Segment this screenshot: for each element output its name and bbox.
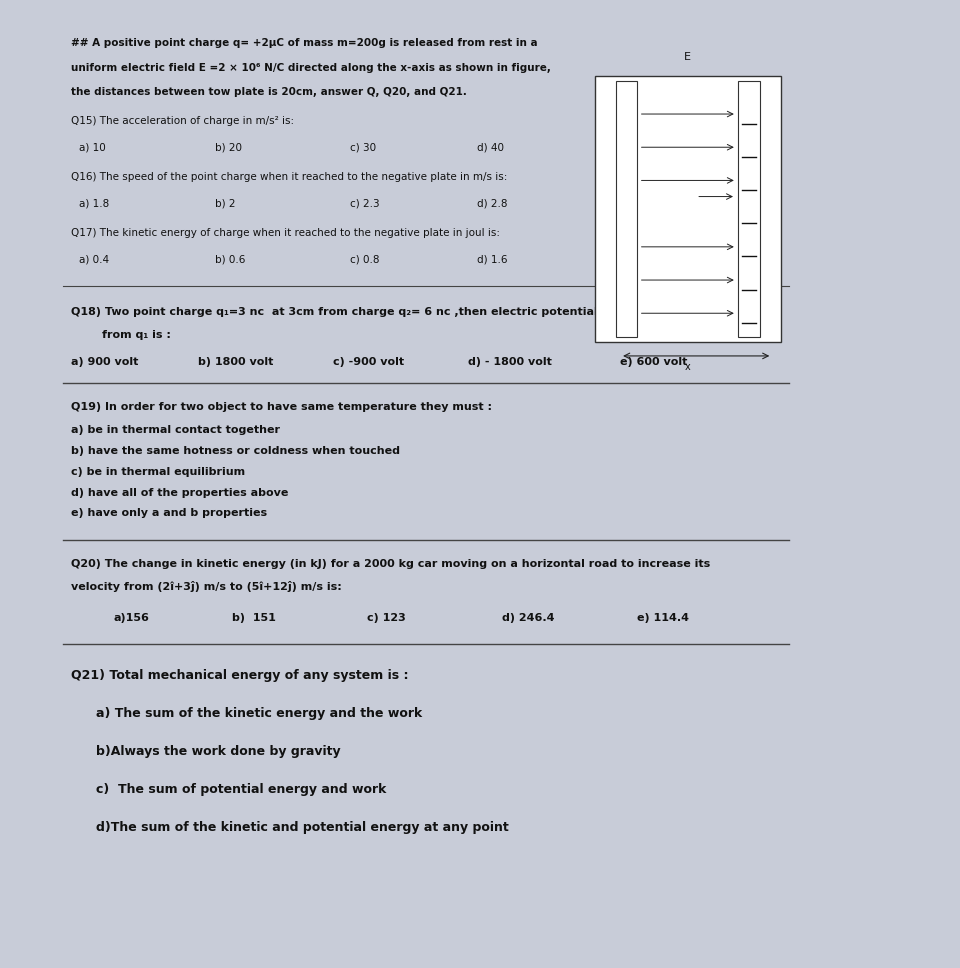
Text: Q15) The acceleration of charge in m/s² is:: Q15) The acceleration of charge in m/s² … [71, 115, 294, 126]
Bar [595, 76, 780, 342]
Text: d) 2.8: d) 2.8 [476, 198, 507, 208]
Text: b)Always the work done by gravity: b)Always the work done by gravity [96, 745, 341, 758]
Text: c)  The sum of potential energy and work: c) The sum of potential energy and work [96, 783, 387, 796]
Text: v=0: v=0 [655, 197, 670, 202]
Text: +: + [622, 285, 631, 294]
Text: a) 1.8: a) 1.8 [80, 198, 109, 208]
Text: a) be in thermal contact together: a) be in thermal contact together [71, 425, 280, 435]
Text: x: x [684, 362, 690, 373]
Text: d) 1.6: d) 1.6 [476, 255, 507, 264]
Text: a) The sum of the kinetic energy and the work: a) The sum of the kinetic energy and the… [96, 707, 422, 720]
Text: a) 0.4: a) 0.4 [80, 255, 109, 264]
Text: Q20) The change in kinetic energy (in kJ) for a 2000 kg car moving on a horizont: Q20) The change in kinetic energy (in kJ… [71, 559, 710, 568]
Text: uniform electric field E =2 × 10⁶ N/C directed along the x-axis as shown in figu: uniform electric field E =2 × 10⁶ N/C di… [71, 63, 551, 73]
Text: Q21) Total mechanical energy of any system is :: Q21) Total mechanical energy of any syst… [71, 669, 409, 682]
Text: +: + [622, 218, 631, 228]
Text: +: + [622, 152, 631, 162]
Bar [738, 81, 759, 337]
Text: ## A positive point charge q= +2μC of mass m=200g is released from rest in a: ## A positive point charge q= +2μC of ma… [71, 38, 538, 47]
Text: c) 0.8: c) 0.8 [349, 255, 379, 264]
Text: d) have all of the properties above: d) have all of the properties above [71, 488, 288, 498]
Text: d) - 1800 volt: d) - 1800 volt [468, 356, 552, 367]
Text: from q₁ is :: from q₁ is : [71, 330, 171, 340]
Text: b)  151: b) 151 [231, 613, 276, 622]
Text: a) 900 volt: a) 900 volt [71, 356, 138, 367]
Text: c) 2.3: c) 2.3 [349, 198, 379, 208]
Text: Q16) The speed of the point charge when it reached to the negative plate in m/s : Q16) The speed of the point charge when … [71, 171, 508, 182]
Text: velocity from (2î+3ĵ) m/s to (5î+12ĵ) m/s is:: velocity from (2î+3ĵ) m/s to (5î+12ĵ) m/… [71, 581, 342, 592]
Text: b) 20: b) 20 [215, 142, 242, 152]
Text: c) 30: c) 30 [349, 142, 376, 152]
Text: e) 600 volt: e) 600 volt [620, 356, 687, 367]
Text: c) 123: c) 123 [367, 613, 405, 622]
Text: b) 1800 volt: b) 1800 volt [198, 356, 274, 367]
Text: ⊕⊕⊕  ⊕  ⊕: ⊕⊕⊕ ⊕ ⊕ [660, 209, 707, 218]
Text: b) 2: b) 2 [215, 198, 235, 208]
Text: Q17) The kinetic energy of charge when it reached to the negative plate in joul : Q17) The kinetic energy of charge when i… [71, 227, 500, 237]
Text: e) have only a and b properties: e) have only a and b properties [71, 508, 267, 519]
Bar [616, 81, 637, 337]
Text: Q18) Two point charge q₁=3 nc  at 3cm from charge q₂= 6 nc ,then electric potent: Q18) Two point charge q₁=3 nc at 3cm fro… [71, 307, 681, 318]
Text: b) 0.6: b) 0.6 [215, 255, 245, 264]
Text: +: + [622, 185, 631, 195]
Text: c) -900 volt: c) -900 volt [333, 356, 404, 367]
Text: c) be in thermal equilibrium: c) be in thermal equilibrium [71, 467, 245, 476]
Text: E: E [684, 52, 691, 62]
Text: d) 246.4: d) 246.4 [502, 613, 554, 622]
Text: +: + [622, 252, 631, 261]
Text: the distances between tow plate is 20cm, answer Q, Q20, and Q21.: the distances between tow plate is 20cm,… [71, 87, 467, 97]
Text: a) 10: a) 10 [80, 142, 107, 152]
Text: e) 114.4: e) 114.4 [637, 613, 689, 622]
Text: d)The sum of the kinetic and potential energy at any point: d)The sum of the kinetic and potential e… [96, 821, 509, 833]
Text: a)156: a)156 [113, 613, 149, 622]
Text: +: + [622, 118, 631, 129]
Text: b) have the same hotness or coldness when touched: b) have the same hotness or coldness whe… [71, 446, 400, 456]
Text: Q19) In order for two object to have same temperature they must :: Q19) In order for two object to have sam… [71, 402, 492, 412]
Text: +: + [622, 318, 631, 328]
Text: d) 40: d) 40 [476, 142, 504, 152]
